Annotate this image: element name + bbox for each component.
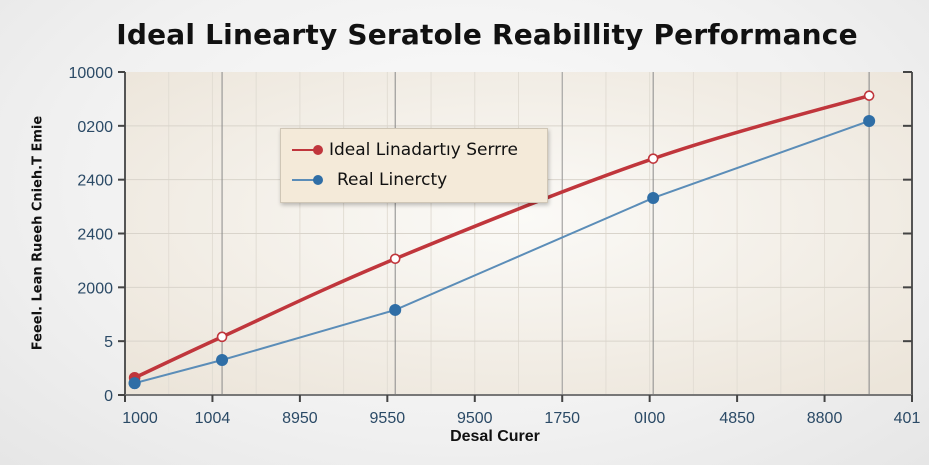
data-point-real [389,303,402,316]
x-tick-label: 1000 [122,410,158,427]
y-tick-label: 10000 [69,65,114,82]
x-tick-label: 401 [894,410,921,427]
data-point-real [863,114,876,127]
y-tick-label: 2400 [77,227,113,244]
x-tick-label: 0I00 [634,410,665,427]
data-point-real [647,191,660,204]
x-tick-label: 9500 [457,410,493,427]
legend-label-real: Real Linercty [337,170,448,190]
legend: Ideal Linadartıy Serrre Real Linercty [280,128,548,203]
data-point-real [128,377,141,390]
y-tick-label: 5 [104,334,113,351]
legend-item-ideal: Ideal Linadartıy Serrre [281,138,518,162]
legend-item-real: Real Linercty [281,168,447,192]
x-tick-label: 8800 [807,410,843,427]
legend-marker-real [289,168,329,192]
data-point-ideal [389,253,401,265]
y-tick-label: 0200 [77,119,113,136]
legend-label-ideal: Ideal Linadartıy Serrre [329,140,518,160]
x-tick-label: 1750 [544,410,580,427]
y-tick-label: 0 [104,388,113,405]
x-tick-label: 8950 [282,410,318,427]
data-point-real [216,354,229,367]
data-point-ideal [863,90,875,101]
x-axis-label: Desal Curer [450,428,540,445]
x-tick-label: 4850 [719,410,755,427]
y-tick-label: 2400 [77,173,113,190]
data-point-ideal [647,153,659,164]
chart-title: Ideal Linearty Seratole Reabillity Perfo… [116,18,858,51]
x-tick-label: 9550 [370,410,406,427]
legend-marker-ideal [289,138,329,162]
data-point-ideal [216,331,228,343]
y-tick-label: 2000 [77,280,113,297]
x-tick-label: 1004 [195,410,231,427]
